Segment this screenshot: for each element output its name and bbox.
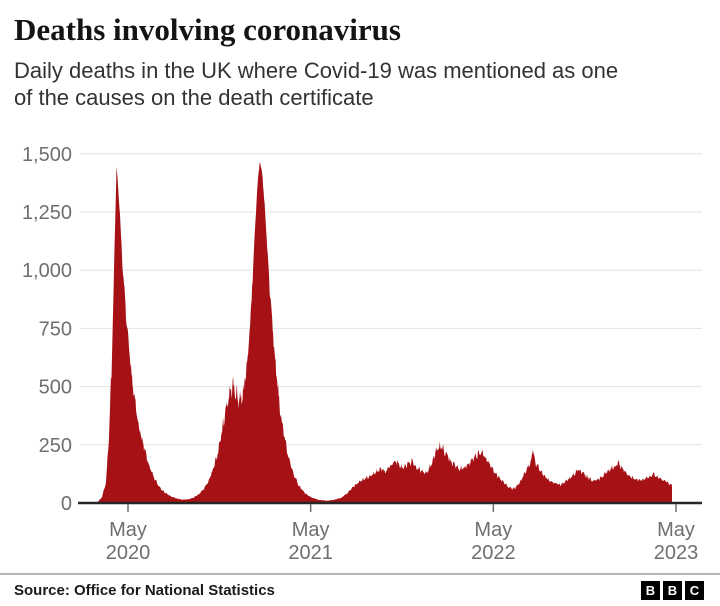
- y-axis-label-500: 500: [39, 377, 72, 399]
- y-axis-label-750: 750: [39, 318, 72, 340]
- x-axis-label-month-2022: May: [474, 519, 512, 541]
- covid-deaths-area-chart: 02505007501,0001,2501,500May2020May2021M…: [22, 144, 702, 564]
- bbc-logo: B B C: [641, 581, 704, 600]
- x-axis-label-month-2023: May: [657, 519, 695, 541]
- bbc-logo-block-3: C: [685, 581, 704, 600]
- source-label: Source: Office for National Statistics: [14, 582, 275, 599]
- y-axis-label-1250: 1,250: [22, 202, 72, 224]
- y-axis-label-0: 0: [61, 493, 72, 515]
- y-axis-label-1000: 1,000: [22, 260, 72, 282]
- x-axis-label-year-2023: 2023: [654, 542, 699, 564]
- chart-subtitle-line1: Daily deaths in the UK where Covid-19 wa…: [14, 58, 619, 83]
- deaths-area-series: [92, 162, 673, 503]
- bbc-logo-block-2: B: [663, 581, 682, 600]
- chart-plot-area: 0 250 500 750 1,000 1,250 1,500 May 2020 May 2021 M…: [0, 140, 720, 574]
- x-axis-label-year-2021: 2021: [288, 542, 333, 564]
- y-axis-label-1500: 1,500: [22, 144, 72, 166]
- x-axis-label-month-2021: May: [292, 519, 330, 541]
- bbc-logo-block-1: B: [641, 581, 660, 600]
- x-axis-label-year-2022: 2022: [471, 542, 516, 564]
- footer-bar: Source: Office for National Statistics B…: [0, 573, 720, 606]
- y-axis-label-250: 250: [39, 435, 72, 457]
- chart-subtitle: Daily deaths in the UK where Covid-19 wa…: [14, 57, 712, 111]
- chart-title: Deaths involving coronavirus: [14, 12, 401, 47]
- x-axis-label-month-2020: May: [109, 519, 147, 541]
- chart-subtitle-line2: of the causes on the death certificate: [14, 85, 374, 110]
- x-axis-label-year-2020: 2020: [106, 542, 151, 564]
